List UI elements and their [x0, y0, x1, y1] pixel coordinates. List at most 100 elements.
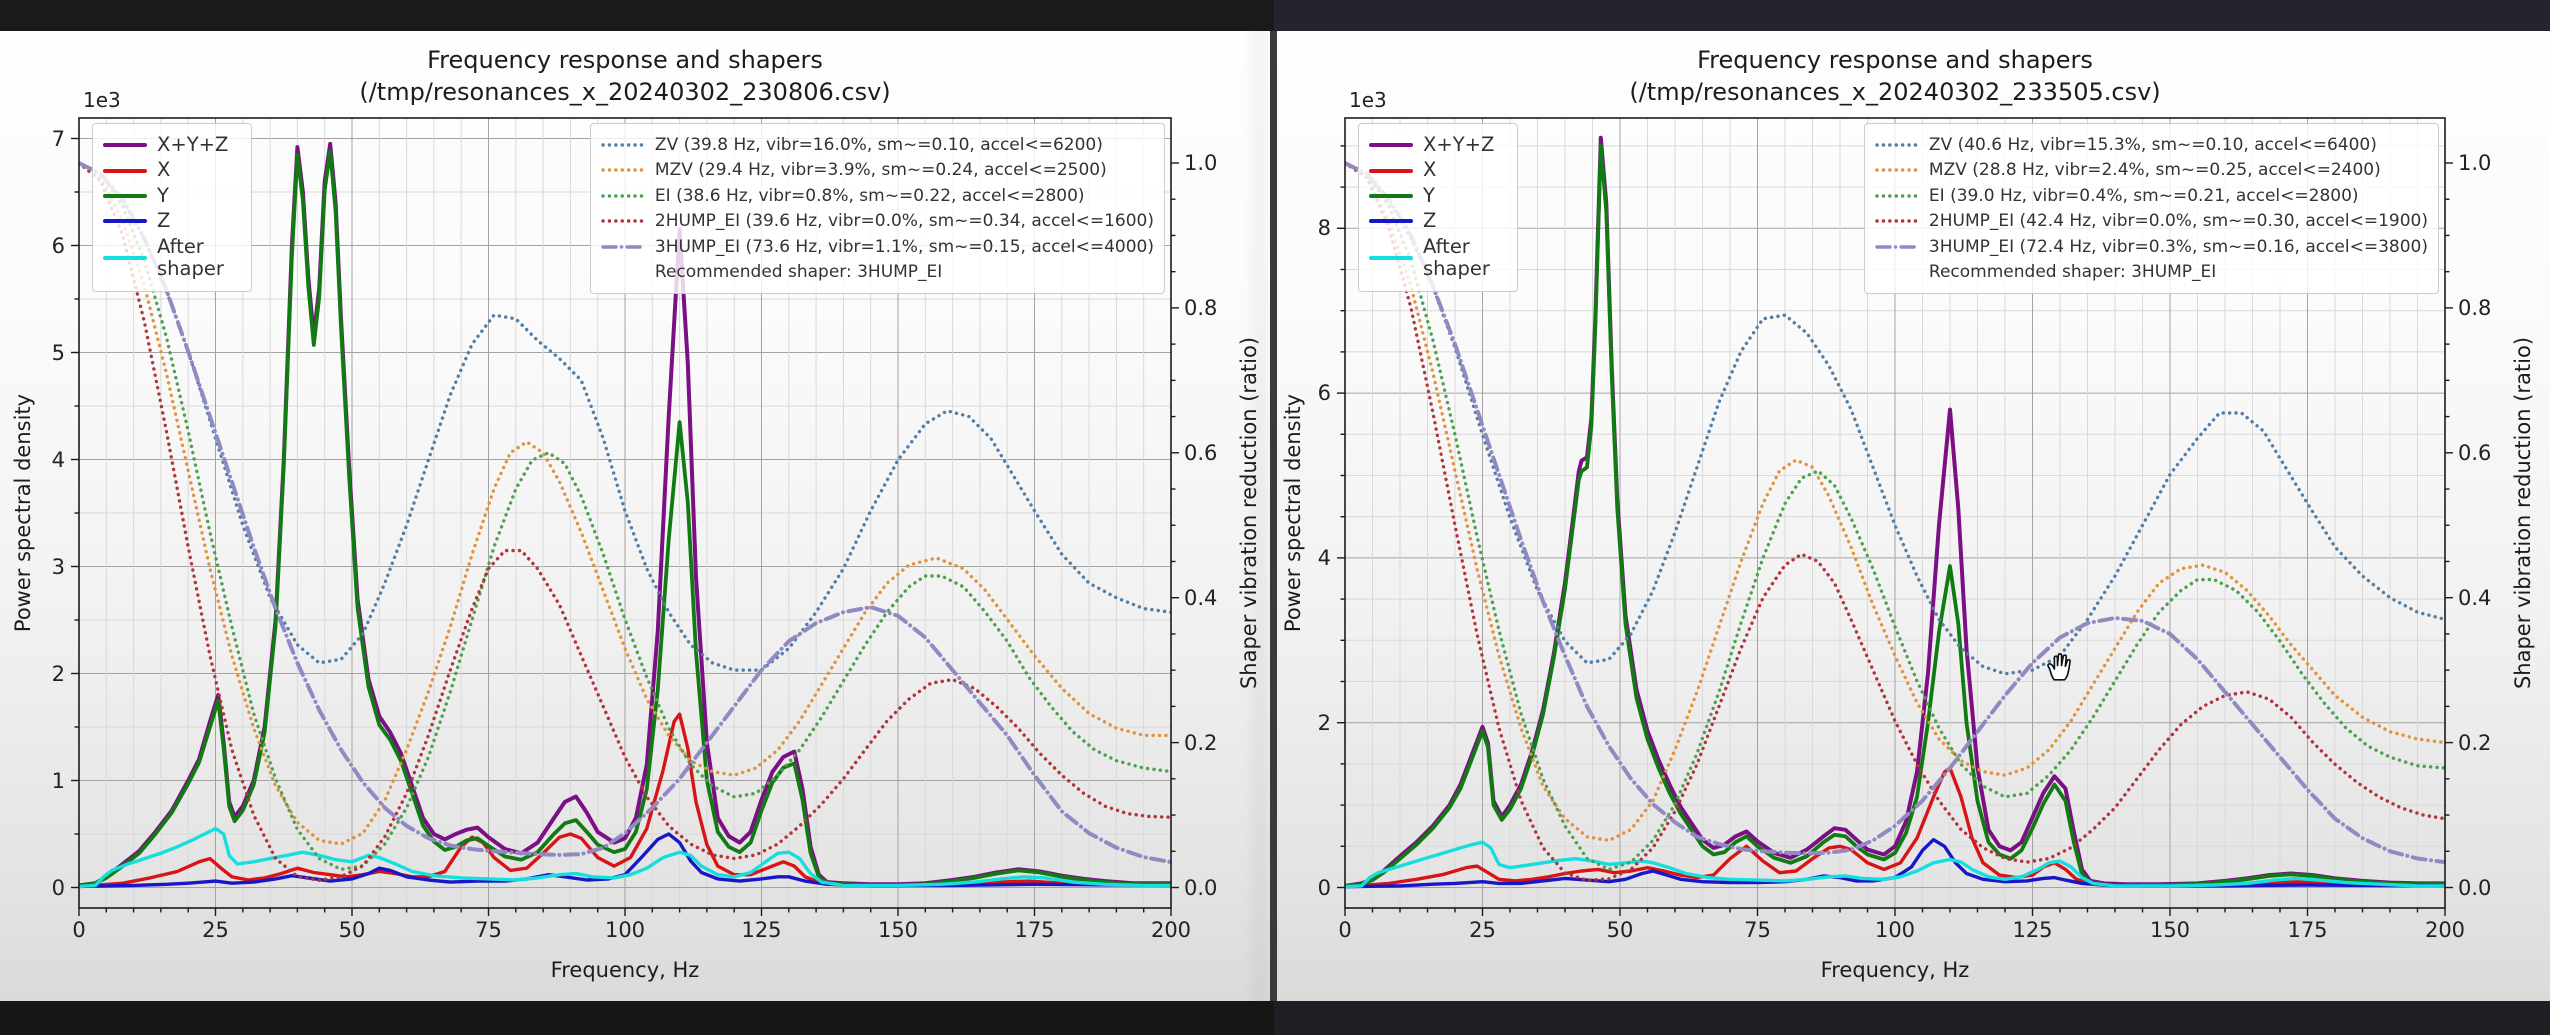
bottom-bar-right-segment — [1274, 1001, 2550, 1035]
series-legend: X+Y+Z X Y Z After shaper — [92, 123, 252, 292]
z-legend-line-icon — [1369, 219, 1413, 224]
y-tick-label-ratio: 0.6 — [2458, 440, 2492, 465]
legend-entry-x: X — [103, 158, 241, 182]
legend-label: Y — [1423, 183, 1435, 207]
legend-entry-2hump-ei: 2HUMP_EI (42.4 Hz, vibr=0.0%, sm~=0.30, … — [1875, 209, 2428, 233]
chart-title: Frequency response and shapers — [427, 46, 823, 74]
y-tick-label-psd: 8 — [1317, 216, 1331, 241]
shaper-legend: ZV (39.8 Hz, vibr=16.0%, sm~=0.10, accel… — [589, 123, 1165, 294]
legend-entry-z: Z — [103, 209, 241, 232]
series-curve-after-shaper — [1345, 840, 2445, 889]
x-tick-label: 100 — [604, 918, 646, 942]
series-curve-mzv — [79, 161, 1171, 846]
series-curve-ei — [79, 161, 1171, 872]
x-tick-label: 175 — [1014, 918, 1055, 942]
legend-entry-y: Y — [1369, 183, 1507, 207]
top-bar-right-segment — [1274, 0, 2550, 31]
chart-subtitle: (/tmp/resonances_x_20240302_233505.csv) — [1629, 78, 2161, 106]
after-shaper-legend-line-icon — [1369, 256, 1413, 261]
x-axis-label: Frequency, Hz — [550, 958, 700, 982]
series-curve-3hump-ei — [1345, 161, 2445, 865]
y-axis-multiplier: 1e3 — [1349, 88, 1387, 112]
zv-40-6-hz-vibr-15-3-sm-0-10-accel-6400-legend-line-icon — [1875, 142, 1919, 147]
y-tick-label-psd: 4 — [51, 447, 65, 472]
2hump-ei-39-6-hz-vibr-0-0-sm-0-34-accel-1600-legend-line-icon — [601, 219, 645, 223]
x-tick-label: 200 — [1150, 918, 1192, 942]
x-tick-label: 75 — [1744, 918, 1771, 942]
y-tick-label-psd: 3 — [51, 554, 65, 579]
legend-label: EI (38.6 Hz, vibr=0.8%, sm~=0.22, accel<… — [654, 185, 1085, 206]
legend-entry-mzv: MZV (28.8 Hz, vibr=2.4%, sm~=0.25, accel… — [1875, 158, 2428, 182]
series-curve-zv — [79, 161, 1171, 672]
x-tick-label: 50 — [338, 918, 366, 942]
y-tick-label-ratio: 0.4 — [1184, 585, 1218, 610]
series-legend: X+Y+Z X Y Z After shaper — [1358, 123, 1518, 292]
series-curve-ei — [1345, 161, 2445, 872]
y-tick-label-psd: 0 — [51, 875, 65, 900]
y-axis-label-right: Shaper vibration reduction (ratio) — [2511, 336, 2535, 690]
y-legend-line-icon — [1369, 194, 1413, 199]
ei-39-0-hz-vibr-0-4-sm-0-21-accel-2800-legend-line-icon — [1875, 193, 1919, 198]
x-legend-line-icon — [1369, 168, 1413, 173]
y-tick-label-ratio: 0.8 — [2458, 295, 2492, 320]
legend-label: MZV (29.4 Hz, vibr=3.9%, sm~=0.24, accel… — [654, 160, 1107, 180]
chart-subtitle: (/tmp/resonances_x_20240302_230806.csv) — [359, 78, 891, 106]
legend-entry-mzv: MZV (29.4 Hz, vibr=3.9%, sm~=0.24, accel… — [601, 158, 1154, 182]
x-tick-label: 200 — [2424, 918, 2466, 942]
3hump-ei-72-4-hz-vibr-0-3-sm-0-16-accel-3800-legend-line-icon — [1875, 244, 1919, 249]
recommended-shaper-label: Recommended shaper: 3HUMP_EI — [654, 262, 943, 282]
legend-entry-after-shaper: After shaper — [103, 235, 241, 281]
after-shaper-legend-line-icon — [103, 256, 147, 261]
legend-label: 3HUMP_EI (72.4 Hz, vibr=0.3%, sm~=0.16, … — [1928, 236, 2428, 257]
zv-39-8-hz-vibr-16-0-sm-0-10-accel-6200-legend-line-icon — [601, 142, 645, 147]
ei-38-6-hz-vibr-0-8-sm-0-22-accel-2800-legend-line-icon — [601, 193, 645, 198]
y-tick-label-psd: 1 — [51, 768, 65, 793]
legend-entry-ei: EI (38.6 Hz, vibr=0.8%, sm~=0.22, accel<… — [601, 184, 1154, 208]
legend-label: X — [157, 158, 171, 182]
x-tick-label: 75 — [475, 918, 502, 942]
y-axis-multiplier: 1e3 — [83, 88, 121, 112]
legend-entry-x: X — [1369, 158, 1507, 181]
y-tick-label-ratio: 0.4 — [2458, 585, 2492, 610]
legend-label: EI (39.0 Hz, vibr=0.4%, sm~=0.21, accel<… — [1928, 185, 2359, 206]
legend-entry-x-y-z: X+Y+Z — [1369, 133, 1507, 156]
legend-entry-zv: ZV (40.6 Hz, vibr=15.3%, sm~=0.10, accel… — [1875, 133, 2428, 157]
legend-entry-x-y-z: X+Y+Z — [103, 133, 241, 156]
y-tick-label-psd: 2 — [51, 661, 65, 686]
2hump-ei-42-4-hz-vibr-0-0-sm-0-30-accel-1900-legend-line-icon — [1875, 219, 1919, 223]
legend-label: After shaper — [1423, 234, 1490, 281]
x-tick-label: 50 — [1606, 918, 1634, 942]
legend-entry-z: Z — [1369, 209, 1507, 232]
x-tick-label: 175 — [2287, 918, 2328, 942]
series-curve-x — [1345, 766, 2445, 889]
y-tick-label-ratio: 0.2 — [2458, 730, 2492, 755]
y-tick-label-psd: 6 — [1317, 381, 1331, 406]
y-tick-label-ratio: 0.6 — [1184, 440, 1218, 465]
y-tick-label-psd: 6 — [51, 233, 65, 258]
legend-entry-after-shaper: After shaper — [1369, 234, 1507, 281]
legend-label: Y — [157, 183, 169, 207]
series-curve-2hump-ei — [1345, 161, 2445, 882]
y-tick-label-psd: 4 — [1317, 545, 1331, 570]
legend-label: 3HUMP_EI (73.6 Hz, vibr=1.1%, sm~=0.15, … — [654, 236, 1154, 257]
top-letterbox-bar — [0, 0, 2550, 31]
x-legend-line-icon — [103, 168, 147, 173]
y-axis-label-left: Power spectral density — [1281, 393, 1305, 633]
x-tick-label: 150 — [877, 918, 919, 942]
bottom-letterbox-bar — [0, 1001, 2550, 1035]
x-tick-label: 150 — [2149, 918, 2191, 942]
legend-entry-y: Y — [103, 183, 241, 207]
legend-label: ZV (39.8 Hz, vibr=16.0%, sm~=0.10, accel… — [654, 134, 1103, 155]
legend-label: ZV (40.6 Hz, vibr=15.3%, sm~=0.10, accel… — [1928, 134, 2377, 155]
recommended-shaper-text: Recommended shaper: 3HUMP_EI — [1875, 260, 2428, 284]
chart-title: Frequency response and shapers — [1697, 46, 2093, 74]
x-tick-label: 125 — [741, 918, 782, 942]
x-tick-label: 25 — [202, 918, 229, 942]
y-tick-label-ratio: 0.2 — [1184, 730, 1218, 755]
top-bar-left-segment — [0, 0, 1274, 31]
mzv-28-8-hz-vibr-2-4-sm-0-25-accel-2400-legend-line-icon — [1875, 168, 1919, 172]
y-legend-line-icon — [103, 194, 147, 199]
